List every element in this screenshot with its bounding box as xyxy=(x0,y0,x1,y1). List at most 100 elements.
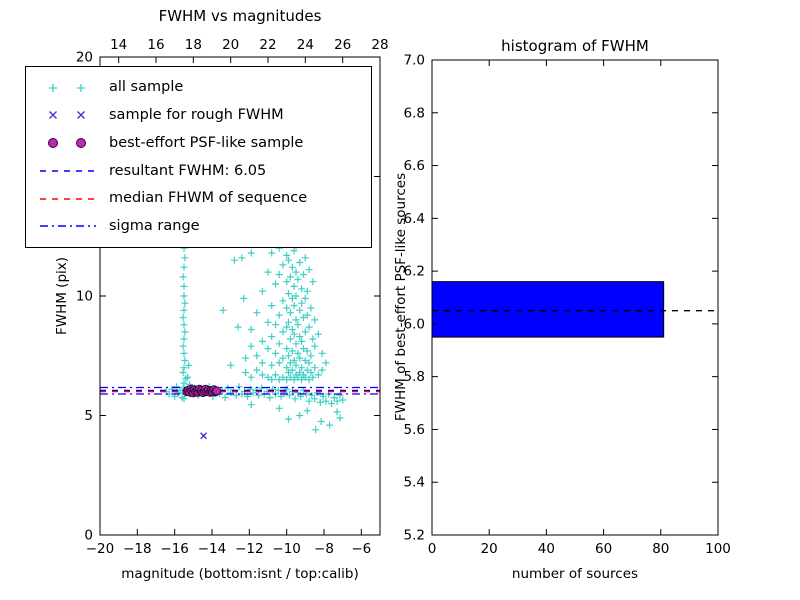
scatter-point-plus xyxy=(238,254,246,262)
legend-marker-dashed-icon xyxy=(40,170,96,172)
tick-label: −10 xyxy=(272,541,301,557)
scatter-point-plus xyxy=(301,373,309,381)
scatter-point-plus xyxy=(286,273,294,281)
scatter-point-plus xyxy=(264,318,272,326)
scatter-point-plus xyxy=(301,328,309,336)
scatter-point-plus xyxy=(305,376,313,384)
legend-label: all sample xyxy=(109,79,184,96)
scatter-point-plus xyxy=(179,342,187,350)
scatter-point-plus xyxy=(283,385,291,393)
scatter-point-plus xyxy=(181,299,189,307)
legend-marker-dashed-icon xyxy=(40,197,96,200)
scatter-point-plus xyxy=(285,369,292,376)
scatter-point-plus xyxy=(180,349,188,357)
scatter-point-plus xyxy=(317,418,325,425)
scatter-point-plus xyxy=(296,306,304,314)
scatter-point-plus xyxy=(303,287,311,295)
scatter-point-plus xyxy=(307,352,315,360)
tick-label: 5 xyxy=(84,408,93,424)
scatter-point-plus xyxy=(308,391,316,399)
legend-item: sigma range xyxy=(26,216,371,236)
tick-label: −18 xyxy=(123,541,152,557)
scatter-point-plus xyxy=(247,249,255,257)
scatter-point-plus xyxy=(247,373,255,381)
scatter-point-plus xyxy=(307,369,315,376)
scatter-point-plus xyxy=(227,361,235,369)
scatter-point-plus xyxy=(275,311,283,319)
scatter-point-plus xyxy=(303,347,311,355)
scatter-point-plus xyxy=(268,376,276,384)
scatter-point-plus xyxy=(283,345,291,353)
scatter-point-plus xyxy=(294,373,302,381)
tick-label: 22 xyxy=(259,37,276,53)
legend-label: sigma range xyxy=(109,217,200,234)
scatter-point-plus xyxy=(180,364,188,372)
scatter-point-plus xyxy=(294,321,302,329)
legend-label: resultant FWHM: 6.05 xyxy=(109,162,267,179)
scatter-point-plus xyxy=(180,282,188,290)
tick-label: 26 xyxy=(334,37,351,53)
scatter-point-plus xyxy=(264,373,272,381)
scatter-point-plus xyxy=(286,373,294,381)
tick-label: 5.6 xyxy=(404,422,425,438)
scatter-point-plus xyxy=(292,340,300,348)
tick-label: 6.8 xyxy=(404,105,425,121)
legend-item: resultant FWHM: 6.05 xyxy=(26,161,371,181)
scatter-point-plus xyxy=(292,361,300,369)
tick-label: 18 xyxy=(185,37,202,53)
scatter-point-plus xyxy=(298,376,306,384)
scatter-point-plus xyxy=(279,297,287,305)
scatter-point-plus xyxy=(292,316,300,324)
scatter-point-plus xyxy=(283,364,291,372)
scatter-point-plus xyxy=(296,333,304,341)
scatter-point-plus xyxy=(322,359,330,367)
scatter-point-plus xyxy=(292,268,300,276)
legend: all sample sample for rough FWHM best-effo… xyxy=(25,66,372,248)
scatter-point-plus xyxy=(230,256,238,264)
scatter-point-plus xyxy=(285,256,292,264)
scatter-point-plus xyxy=(184,373,192,381)
scatter-point-plus xyxy=(286,391,293,399)
scatter-point-plus xyxy=(336,414,344,422)
scatter-point-plus xyxy=(288,366,296,374)
scatter-point-plus xyxy=(283,304,291,312)
scatter-point-x xyxy=(200,432,208,440)
tick-label: 6.6 xyxy=(404,158,425,174)
scatter-point-plus xyxy=(314,371,322,379)
scatter-point-plus xyxy=(268,249,276,257)
scatter-point-plus xyxy=(305,359,313,367)
scatter-point-plus xyxy=(258,337,266,345)
scatter-point-plus xyxy=(283,323,291,331)
scatter-point-plus xyxy=(279,373,287,381)
scatter-point-plus xyxy=(275,340,283,348)
scatter-point-plus xyxy=(275,376,283,384)
scatter-point-plus xyxy=(309,373,317,381)
scatter-point-plus xyxy=(168,385,176,393)
scatter-point-plus xyxy=(185,361,193,369)
scatter-point-plus xyxy=(247,401,255,409)
scatter-point-plus xyxy=(286,335,294,343)
scatter-point-plus xyxy=(300,314,307,321)
scatter-point-plus xyxy=(272,371,279,379)
scatter-point-plus xyxy=(305,323,313,331)
tick-label: 20 xyxy=(481,541,498,557)
scatter-point-plus xyxy=(268,361,276,369)
tick-label: 5.8 xyxy=(404,369,425,385)
scatter-point-plus xyxy=(294,275,302,283)
scatter-point-plus xyxy=(322,397,330,405)
scatter-point-plus xyxy=(180,306,188,314)
scatter-point-plus xyxy=(303,407,311,415)
scatter-point-plus xyxy=(296,412,304,419)
tick-label: 16 xyxy=(147,37,164,53)
left-plot: −20 −18 −16 −14 −12 −10 −8 −6 14 16 18 20 22 24 26 28 0 5… xyxy=(76,37,389,557)
scatter-point-plus xyxy=(290,302,298,310)
scatter-point-plus xyxy=(180,263,188,271)
scatter-point-plus xyxy=(296,354,304,362)
scatter-point-plus xyxy=(296,259,304,266)
scatter-point-plus xyxy=(283,278,291,286)
legend-marker-x-icon xyxy=(49,111,85,120)
tick-label: 5.4 xyxy=(404,475,425,491)
histogram-bar xyxy=(431,281,665,338)
scatter-point-plus xyxy=(275,271,283,278)
